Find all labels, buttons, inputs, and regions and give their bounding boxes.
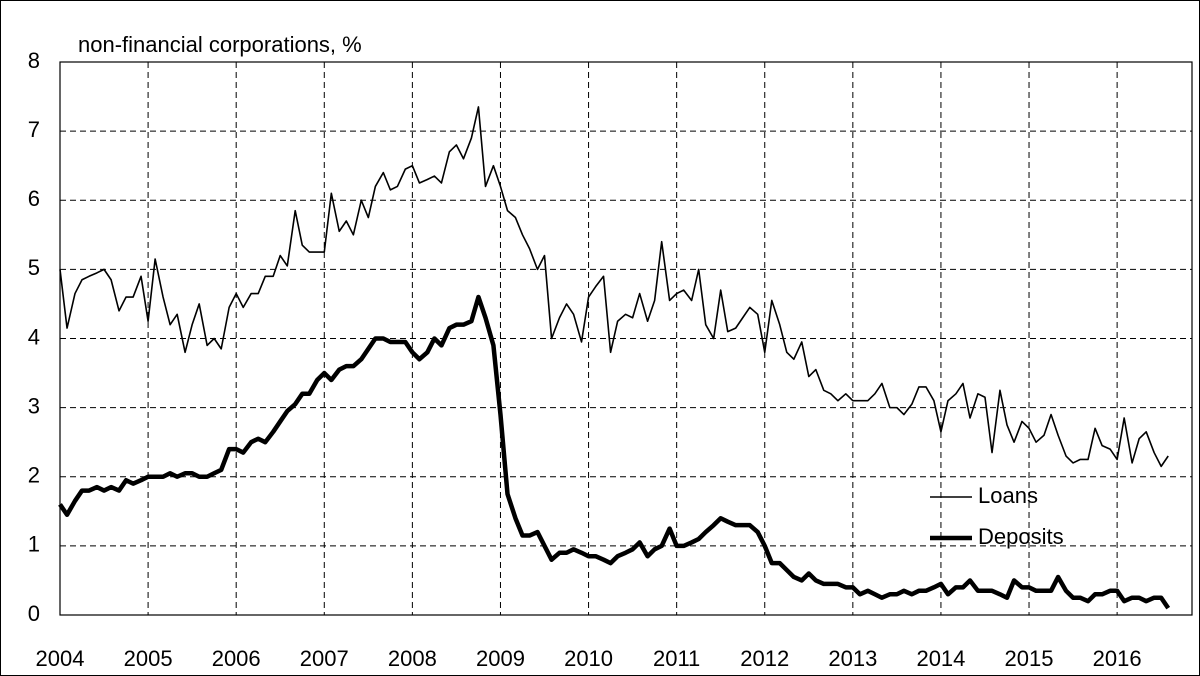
y-tick-label: 5	[28, 255, 40, 280]
line-series	[59, 106, 1169, 468]
x-tick-label: 2015	[1005, 646, 1054, 671]
x-tick-label: 2010	[564, 646, 613, 671]
x-tick-label: 2014	[916, 646, 965, 671]
x-tick-label: 2007	[300, 646, 349, 671]
x-tick-label: 2006	[212, 646, 261, 671]
y-tick-label: 0	[28, 601, 40, 626]
x-tick-label: 2005	[124, 646, 173, 671]
y-tick-label: 4	[28, 324, 40, 349]
legend-label: Deposits	[978, 524, 1064, 549]
y-tick-label: 3	[28, 393, 40, 418]
x-tick-label: 2011	[653, 646, 700, 671]
plot-area	[59, 61, 1193, 616]
x-tick-label: 2009	[476, 646, 525, 671]
line-series	[58, 294, 1171, 610]
x-tick-label: 2012	[740, 646, 789, 671]
x-tick-label: 2016	[1093, 646, 1142, 671]
x-tick-label: 2013	[828, 646, 877, 671]
legend-label: Loans	[978, 483, 1038, 508]
chart-title: non-financial corporations, %	[78, 32, 362, 57]
y-tick-label: 8	[28, 48, 40, 73]
y-tick-label: 6	[28, 186, 40, 211]
y-tick-label: 1	[28, 532, 40, 557]
y-tick-label: 7	[28, 117, 40, 142]
x-tick-label: 2004	[36, 646, 85, 671]
x-tick-label: 2008	[388, 646, 437, 671]
y-tick-label: 2	[28, 463, 40, 488]
